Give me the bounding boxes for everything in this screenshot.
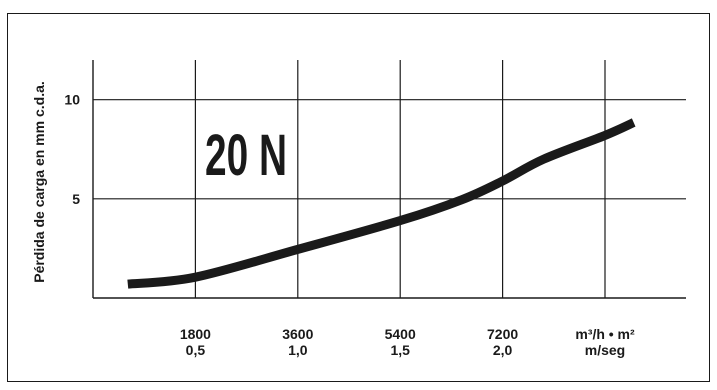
x-tick-label-bottom-2: 1,5 — [390, 342, 410, 358]
chart-frame — [7, 13, 710, 382]
x-tick-label-top-1: 3600 — [282, 326, 313, 342]
x-tick-label-top-4: m³/h • m² — [575, 326, 635, 342]
y-tick-label-0: 5 — [72, 191, 80, 207]
axes — [92, 60, 686, 299]
y-tick-label-1: 10 — [64, 92, 80, 108]
x-tick-label-top-2: 5400 — [385, 326, 416, 342]
grid — [93, 60, 686, 298]
x-tick-label-bottom-4: m/seg — [585, 342, 625, 358]
x-tick-label-bottom-0: 0,5 — [186, 342, 206, 358]
y-axis-label: Pérdida de carga en mm c.d.a. — [31, 81, 47, 283]
x-tick-label-top-3: 7200 — [487, 326, 518, 342]
x-tick-label-bottom-3: 2,0 — [493, 342, 513, 358]
model-annotation: 20 N — [205, 123, 287, 188]
pressure-loss-curve — [127, 118, 636, 289]
x-tick-label-bottom-1: 1,0 — [288, 342, 308, 358]
x-tick-label-top-0: 1800 — [180, 326, 211, 342]
